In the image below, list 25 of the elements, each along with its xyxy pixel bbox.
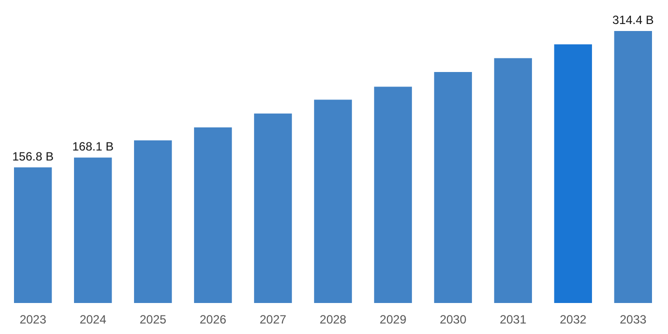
bar xyxy=(314,100,352,303)
bar xyxy=(554,44,592,303)
bar xyxy=(434,72,472,303)
data-label: 168.1 B xyxy=(72,140,114,154)
x-tick-label: 2028 xyxy=(320,312,347,327)
x-tick-label: 2025 xyxy=(140,312,167,327)
bar xyxy=(74,158,112,303)
x-tick-label: 2030 xyxy=(440,312,467,327)
data-label: 314.4 B xyxy=(612,13,654,27)
bar xyxy=(254,114,292,303)
bar xyxy=(134,140,172,303)
bar xyxy=(14,167,52,303)
bar xyxy=(614,31,652,303)
x-tick-label: 2026 xyxy=(200,312,227,327)
x-tick-label: 2027 xyxy=(260,312,287,327)
x-tick-label: 2029 xyxy=(380,312,407,327)
bar xyxy=(374,86,412,303)
data-label: 156.8 B xyxy=(12,149,54,164)
x-tick-label: 2023 xyxy=(20,312,47,327)
x-tick-label: 2024 xyxy=(80,312,107,327)
bar xyxy=(194,127,232,303)
bar xyxy=(494,58,532,303)
x-tick-label: 2031 xyxy=(500,312,527,327)
x-tick-label: 2032 xyxy=(560,312,587,327)
x-tick-label: 2033 xyxy=(620,312,647,327)
